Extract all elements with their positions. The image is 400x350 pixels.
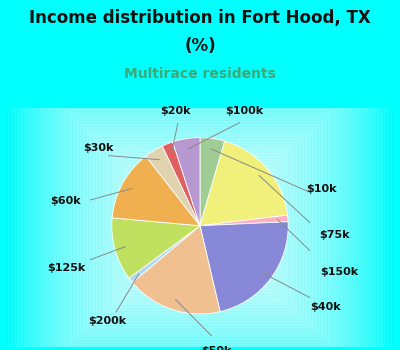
Text: $20k: $20k [160, 106, 190, 116]
Text: Income distribution in Fort Hood, TX: Income distribution in Fort Hood, TX [29, 9, 371, 27]
Wedge shape [162, 142, 200, 226]
Text: (%): (%) [184, 37, 216, 55]
Text: $75k: $75k [319, 230, 349, 239]
Text: $50k: $50k [201, 346, 231, 350]
Text: $10k: $10k [306, 184, 337, 194]
Wedge shape [200, 215, 288, 226]
Wedge shape [132, 226, 220, 314]
Wedge shape [200, 222, 288, 312]
Text: $125k: $125k [47, 263, 85, 273]
Wedge shape [112, 156, 200, 226]
Wedge shape [200, 141, 288, 226]
Text: $200k: $200k [88, 316, 126, 326]
Text: Multirace residents: Multirace residents [124, 67, 276, 81]
Text: $150k: $150k [320, 267, 358, 276]
Text: $100k: $100k [225, 106, 263, 116]
Wedge shape [129, 226, 200, 282]
Wedge shape [200, 138, 225, 226]
Text: $60k: $60k [51, 196, 81, 206]
Text: $30k: $30k [83, 143, 114, 153]
Wedge shape [112, 218, 200, 278]
Wedge shape [146, 146, 200, 226]
Wedge shape [173, 138, 200, 226]
Text: $40k: $40k [310, 302, 340, 312]
